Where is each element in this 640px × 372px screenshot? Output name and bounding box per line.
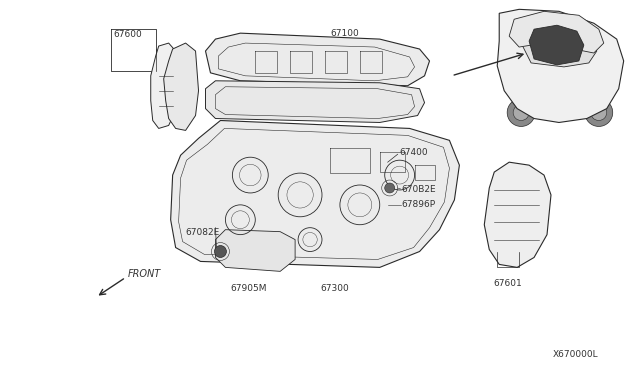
Polygon shape [529,25,584,65]
Polygon shape [509,11,604,53]
Polygon shape [205,33,429,86]
Polygon shape [205,81,424,122]
Polygon shape [151,43,179,128]
Text: X670000L: X670000L [553,350,599,359]
Text: FRONT: FRONT [128,269,161,279]
Text: 67300: 67300 [320,284,349,293]
Text: 67100: 67100 [330,29,358,38]
Circle shape [507,99,535,126]
Polygon shape [484,162,551,267]
Polygon shape [497,9,623,122]
Circle shape [591,105,607,121]
Polygon shape [216,230,295,271]
Circle shape [513,105,529,121]
Text: 67082E: 67082E [186,228,220,237]
Text: 67896P: 67896P [402,200,436,209]
Polygon shape [164,43,198,131]
Text: 67905M: 67905M [230,284,267,293]
Circle shape [385,183,395,193]
Text: 67600: 67600 [113,30,141,39]
Polygon shape [171,121,460,267]
Circle shape [585,99,612,126]
Text: 67400: 67400 [399,148,428,157]
Polygon shape [519,21,596,67]
Text: 670B2E: 670B2E [402,185,436,194]
Circle shape [214,246,227,257]
Text: 67601: 67601 [493,279,522,288]
